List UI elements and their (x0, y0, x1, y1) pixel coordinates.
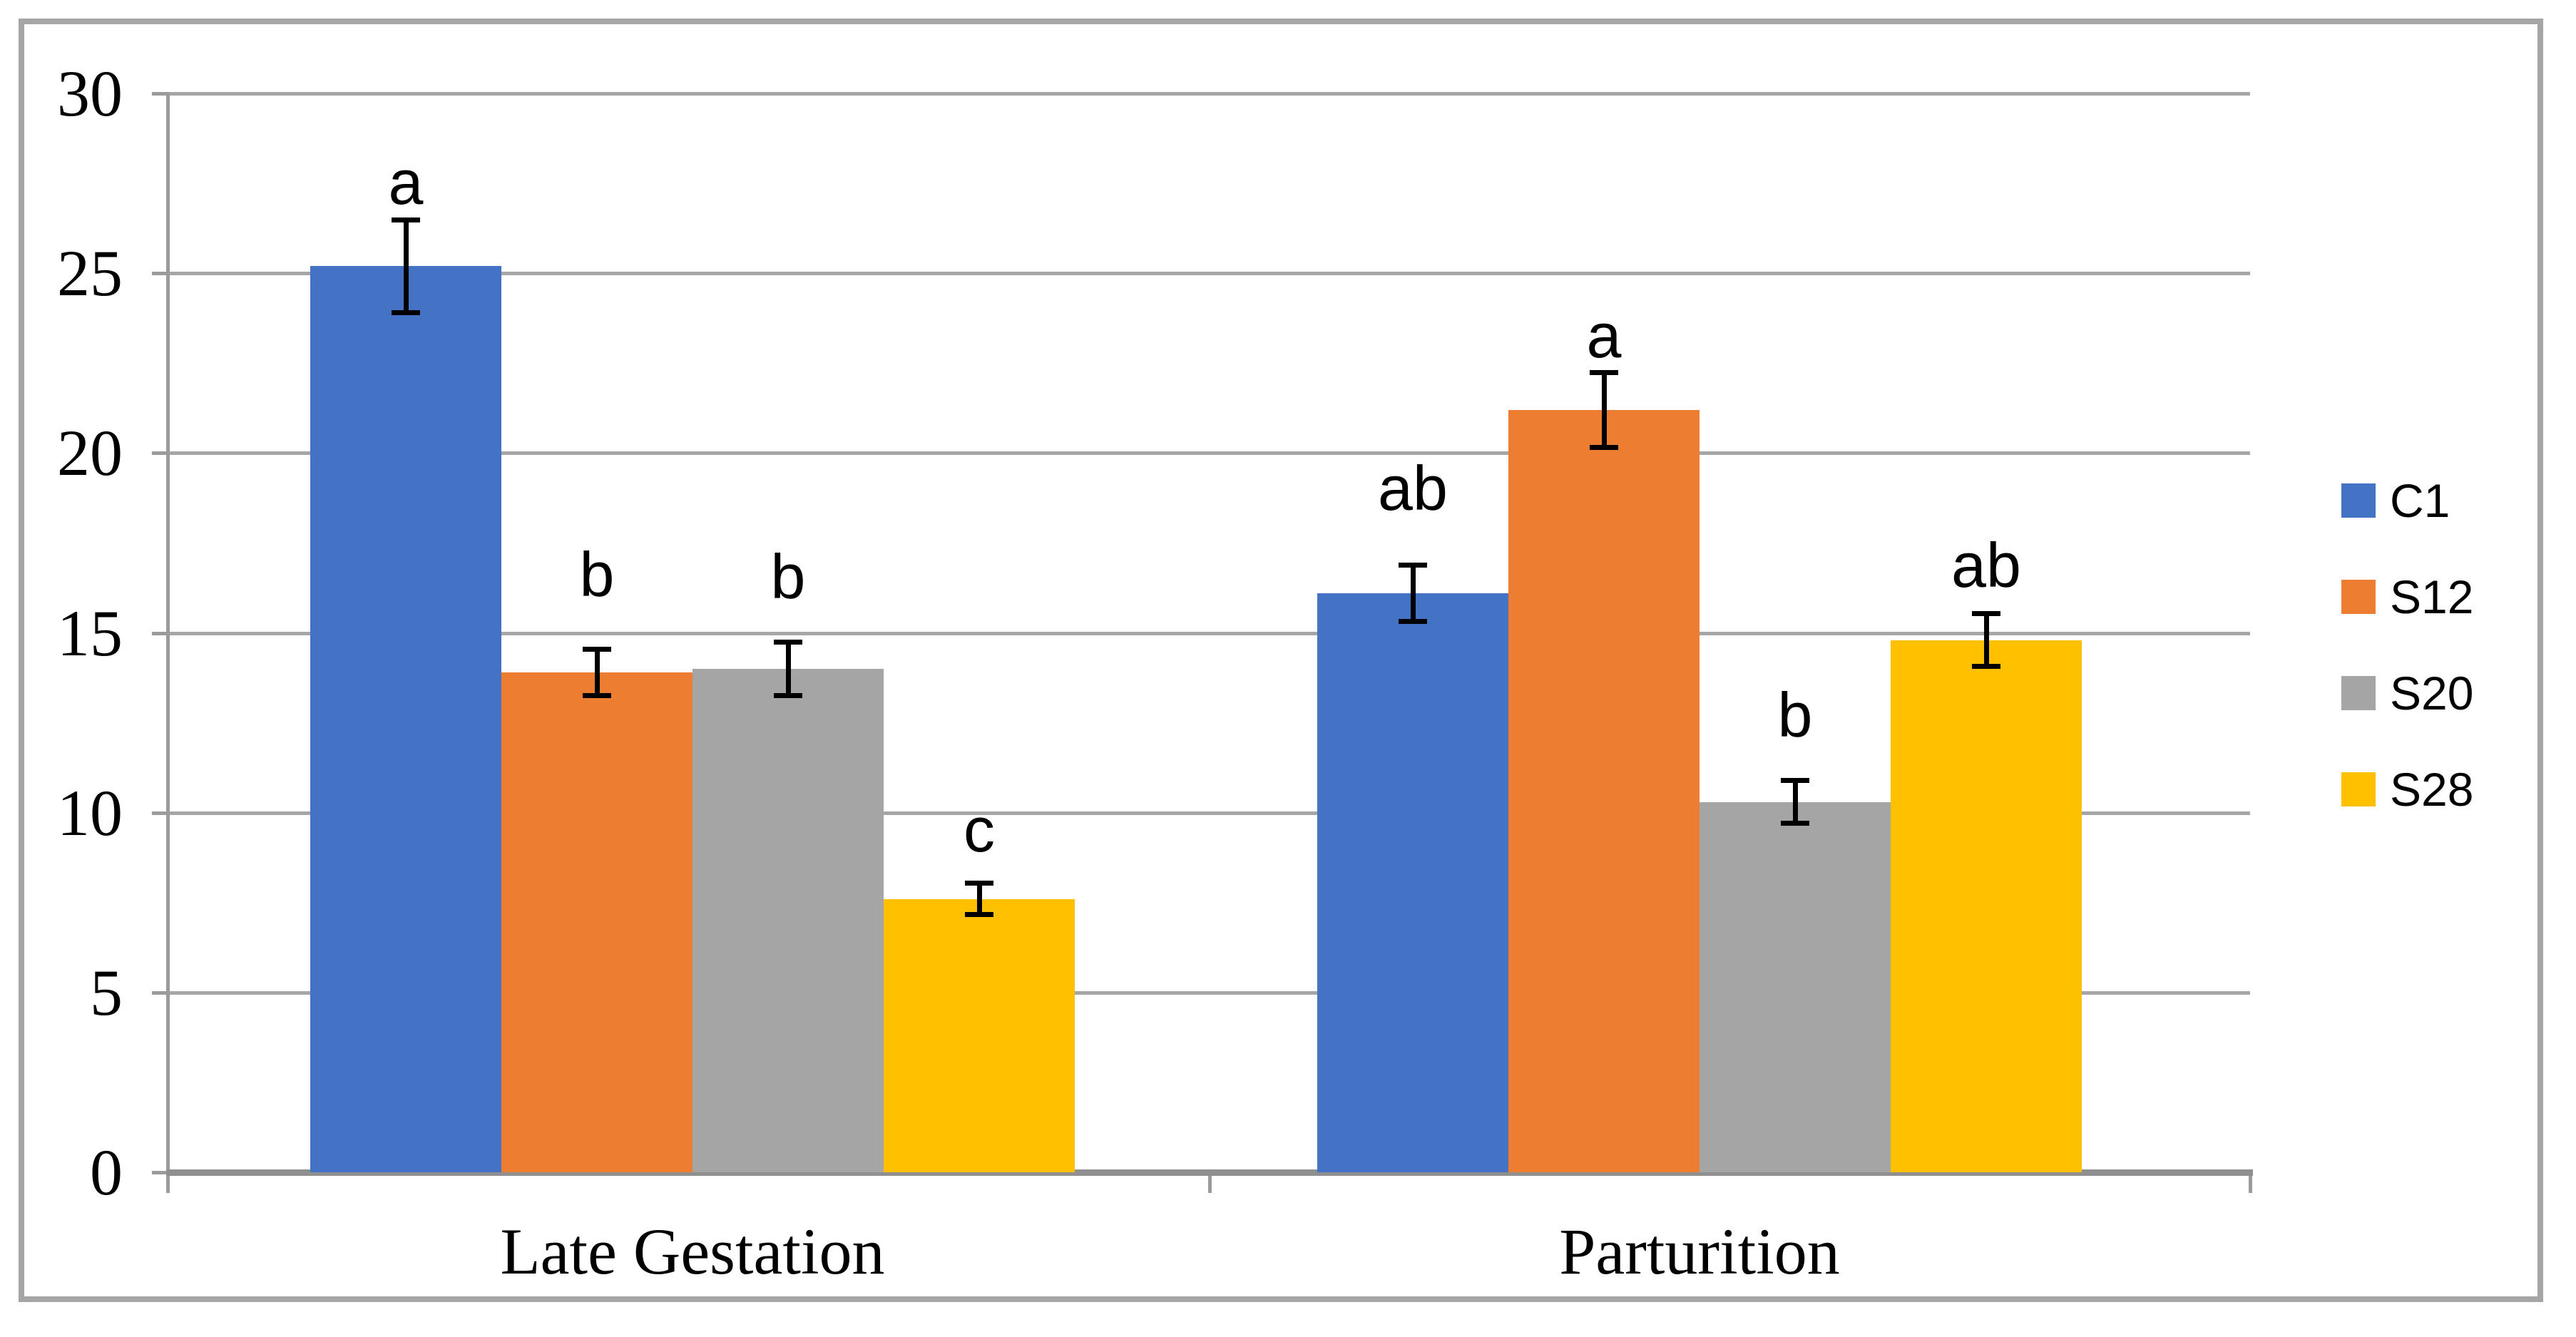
y-tick-25 (152, 272, 169, 276)
legend-swatch-S20 (2341, 676, 2376, 710)
y-tick-label-25: 25 (57, 237, 123, 310)
bar-S28-1 (1891, 640, 2082, 1172)
significance-letter-S28-0: c (964, 794, 995, 866)
y-tick-5 (152, 990, 169, 995)
significance-letter-S12-0: b (579, 539, 615, 610)
error-bar-cap-bottom-C1-0 (392, 309, 420, 315)
error-bar-cap-bottom-S28-0 (965, 912, 993, 918)
significance-letter-C1-0: a (388, 147, 424, 218)
y-tick-15 (152, 631, 169, 635)
gridline-25 (169, 272, 2250, 276)
bar-C1-0 (310, 266, 501, 1172)
error-bar-S20-1 (1792, 780, 1798, 824)
legend-swatch-C1 (2341, 483, 2376, 518)
bar-S12-1 (1508, 409, 1700, 1172)
error-bar-cap-bottom-S28-1 (1972, 664, 2000, 670)
bar-S12-0 (501, 672, 692, 1172)
error-bar-cap-bottom-S20-1 (1781, 820, 1809, 826)
gridline-5 (169, 990, 2250, 995)
error-bar-cap-top-S12-1 (1590, 369, 1618, 375)
gridline-20 (169, 451, 2250, 456)
figure-border (19, 19, 2543, 1302)
x-axis-line (166, 1169, 2253, 1176)
y-tick-label-0: 0 (90, 1136, 123, 1209)
error-bar-S12-0 (594, 649, 600, 696)
error-bar-cap-top-S20-1 (1781, 778, 1809, 784)
gridline-10 (169, 811, 2250, 815)
significance-letter-S20-0: b (770, 541, 806, 612)
gridline-15 (169, 631, 2250, 635)
gridline-30 (169, 92, 2250, 96)
significance-letter-S28-1: ab (1951, 530, 2021, 601)
bar-S20-0 (692, 668, 884, 1172)
category-label-1: Parturition (1559, 1215, 1840, 1288)
error-bar-cap-bottom-S12-1 (1590, 444, 1618, 450)
error-bar-cap-top-S28-1 (1972, 610, 2000, 616)
y-axis-line (166, 93, 170, 1193)
legend-label-S20: S20 (2390, 667, 2474, 719)
x-axis-tick-0 (1208, 1176, 1212, 1193)
error-bar-cap-top-C1-0 (392, 217, 420, 222)
legend-label-S28: S28 (2390, 763, 2474, 816)
y-tick-label-5: 5 (90, 956, 123, 1029)
y-tick-10 (152, 811, 169, 815)
x-axis-tick-1 (2249, 1176, 2252, 1193)
y-tick-label-20: 20 (57, 416, 123, 490)
error-bar-cap-bottom-S20-0 (774, 692, 802, 698)
error-bar-cap-top-S28-0 (965, 881, 993, 886)
significance-letter-S20-1: b (1777, 679, 1813, 750)
error-bar-cap-top-C1-1 (1399, 562, 1427, 568)
bar-S20-1 (1700, 801, 1891, 1172)
y-tick-20 (152, 451, 169, 456)
bar-S28-0 (884, 898, 1075, 1172)
y-tick-label-30: 30 (57, 57, 123, 130)
error-bar-cap-top-S20-0 (774, 640, 802, 645)
legend-label-C1: C1 (2390, 474, 2450, 527)
error-bar-C1-1 (1410, 564, 1416, 623)
error-bar-cap-bottom-C1-1 (1399, 619, 1427, 625)
bar-C1-1 (1317, 593, 1508, 1172)
y-tick-label-15: 15 (57, 596, 123, 670)
error-bar-S28-0 (976, 883, 982, 916)
legend-label-S12: S12 (2390, 570, 2474, 623)
error-bar-S20-0 (785, 642, 791, 696)
error-bar-S12-1 (1601, 372, 1607, 448)
y-tick-label-10: 10 (57, 776, 123, 849)
y-tick-30 (152, 92, 169, 96)
legend-swatch-S12 (2341, 580, 2376, 614)
significance-letter-S12-1: a (1586, 299, 1622, 371)
error-bar-C1-0 (403, 219, 409, 313)
error-bar-cap-top-S12-0 (583, 647, 611, 652)
significance-letter-C1-1: ab (1378, 452, 1448, 523)
y-tick-0 (152, 1171, 169, 1174)
legend-swatch-S28 (2341, 772, 2376, 806)
error-bar-S28-1 (1983, 613, 1989, 667)
category-label-0: Late Gestation (500, 1215, 885, 1288)
error-bar-cap-bottom-S12-0 (583, 692, 611, 698)
